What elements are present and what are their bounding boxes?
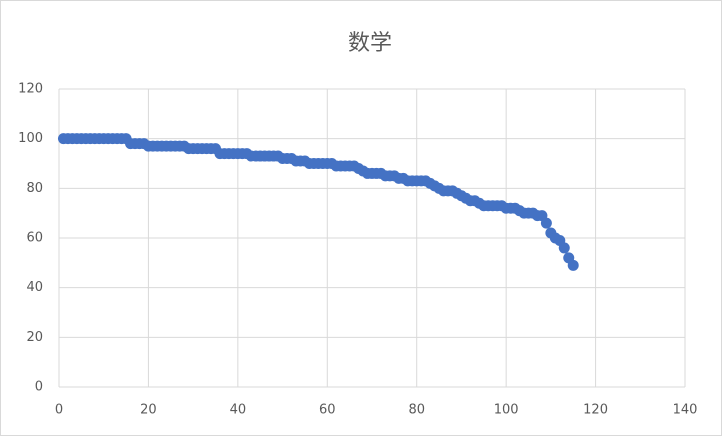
chart-title: 数学 xyxy=(348,31,392,56)
x-tick-label: 120 xyxy=(583,403,608,418)
x-tick-label: 40 xyxy=(230,403,247,418)
y-tick-label: 60 xyxy=(26,231,43,246)
x-tick-label: 140 xyxy=(673,403,698,418)
point xyxy=(558,242,570,254)
x-tick-label: 0 xyxy=(55,403,63,418)
y-tick-label: 40 xyxy=(26,280,43,295)
y-tick-label: 100 xyxy=(18,131,43,146)
point xyxy=(540,217,552,229)
x-tick-label: 100 xyxy=(494,403,519,418)
x-tick-label: 80 xyxy=(408,403,425,418)
x-tick-label: 20 xyxy=(140,403,157,418)
x-tick-label: 60 xyxy=(319,403,336,418)
y-tick-label: 80 xyxy=(26,181,43,196)
y-tick-label: 20 xyxy=(26,330,43,345)
y-tick-label: 120 xyxy=(18,82,43,97)
y-tick-label: 0 xyxy=(35,380,43,395)
point xyxy=(567,259,579,271)
